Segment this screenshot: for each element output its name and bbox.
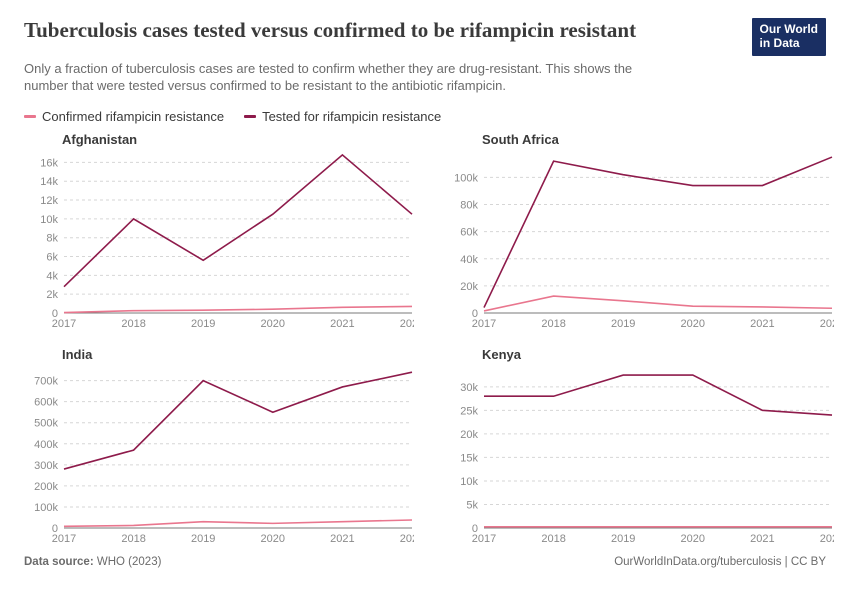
y-tick-label: 25k: [460, 405, 478, 417]
x-tick-label: 2021: [750, 318, 774, 330]
swatch-tested: [244, 115, 256, 118]
y-tick-label: 10k: [460, 476, 478, 488]
x-tick-label: 2018: [541, 318, 565, 330]
swatch-confirmed: [24, 115, 36, 118]
x-tick-label: 2018: [121, 533, 145, 545]
page-title: Tuberculosis cases tested versus confirm…: [24, 18, 636, 43]
x-tick-label: 2022: [820, 318, 834, 330]
chart-title: Afghanistan: [62, 132, 414, 147]
x-tick-label: 2020: [681, 533, 705, 545]
y-tick-label: 60k: [460, 226, 478, 238]
y-tick-label: 2k: [46, 289, 58, 301]
chart-svg: 05k10k15k20k25k30k2017201820192020202120…: [444, 364, 834, 546]
legend-item-confirmed: Confirmed rifampicin resistance: [24, 109, 224, 124]
x-tick-label: 2019: [191, 533, 215, 545]
owid-logo: Our World in Data: [752, 18, 826, 56]
footer-source-label: Data source:: [24, 556, 94, 568]
x-tick-label: 2021: [330, 533, 354, 545]
y-tick-label: 4k: [46, 270, 58, 282]
y-tick-label: 600k: [34, 396, 58, 408]
y-tick-label: 700k: [34, 375, 58, 387]
x-tick-label: 2021: [750, 533, 774, 545]
footer: Data source: WHO (2023) OurWorldInData.o…: [24, 556, 826, 568]
x-tick-label: 2022: [400, 318, 414, 330]
chart-panel-south-africa: South Africa020k40k60k80k100k20172018201…: [444, 132, 834, 331]
y-tick-label: 400k: [34, 438, 58, 450]
footer-attribution: OurWorldInData.org/tuberculosis | CC BY: [614, 556, 826, 568]
footer-source: Data source: WHO (2023): [24, 556, 161, 568]
legend-label-tested: Tested for rifampicin resistance: [262, 109, 441, 124]
series-tested: [64, 155, 412, 287]
series-tested: [64, 372, 412, 469]
y-tick-label: 300k: [34, 460, 58, 472]
chart-panel-india: India0100k200k300k400k500k600k700k201720…: [24, 347, 414, 546]
series-tested: [484, 157, 832, 308]
y-tick-label: 20k: [460, 429, 478, 441]
y-tick-label: 15k: [460, 452, 478, 464]
y-tick-label: 80k: [460, 199, 478, 211]
x-tick-label: 2017: [472, 318, 496, 330]
x-tick-label: 2022: [400, 533, 414, 545]
legend-item-tested: Tested for rifampicin resistance: [244, 109, 441, 124]
page-subtitle: Only a fraction of tuberculosis cases ar…: [24, 60, 664, 95]
logo-line1: Our World: [760, 23, 818, 37]
series-confirmed: [64, 306, 412, 312]
x-tick-label: 2021: [330, 318, 354, 330]
x-tick-label: 2020: [261, 533, 285, 545]
chart-svg: 020k40k60k80k100k20172018201920202021202…: [444, 149, 834, 331]
x-tick-label: 2020: [261, 318, 285, 330]
y-tick-label: 12k: [40, 195, 58, 207]
y-tick-label: 16k: [40, 157, 58, 169]
legend-label-confirmed: Confirmed rifampicin resistance: [42, 109, 224, 124]
y-tick-label: 200k: [34, 481, 58, 493]
x-tick-label: 2017: [472, 533, 496, 545]
x-tick-label: 2020: [681, 318, 705, 330]
chart-title: Kenya: [482, 347, 834, 362]
series-tested: [484, 375, 832, 415]
y-tick-label: 14k: [40, 176, 58, 188]
y-tick-label: 10k: [40, 214, 58, 226]
chart-title: India: [62, 347, 414, 362]
logo-line2: in Data: [760, 37, 818, 51]
x-tick-label: 2018: [541, 533, 565, 545]
chart-grid: Afghanistan02k4k6k8k10k12k14k16k20172018…: [24, 132, 826, 546]
x-tick-label: 2018: [121, 318, 145, 330]
series-confirmed: [484, 296, 832, 311]
y-tick-label: 20k: [460, 281, 478, 293]
y-tick-label: 5k: [466, 499, 478, 511]
x-tick-label: 2019: [611, 318, 635, 330]
chart-panel-afghanistan: Afghanistan02k4k6k8k10k12k14k16k20172018…: [24, 132, 414, 331]
footer-source-value: WHO (2023): [97, 556, 162, 568]
x-tick-label: 2019: [191, 318, 215, 330]
x-tick-label: 2017: [52, 533, 76, 545]
chart-svg: 02k4k6k8k10k12k14k16k2017201820192020202…: [24, 149, 414, 331]
y-tick-label: 100k: [34, 502, 58, 514]
y-tick-label: 100k: [454, 172, 478, 184]
x-tick-label: 2022: [820, 533, 834, 545]
y-tick-label: 500k: [34, 417, 58, 429]
y-tick-label: 6k: [46, 251, 58, 263]
legend: Confirmed rifampicin resistance Tested f…: [24, 109, 826, 124]
x-tick-label: 2019: [611, 533, 635, 545]
chart-title: South Africa: [482, 132, 834, 147]
chart-svg: 0100k200k300k400k500k600k700k20172018201…: [24, 364, 414, 546]
y-tick-label: 40k: [460, 253, 478, 265]
y-tick-label: 30k: [460, 382, 478, 394]
y-tick-label: 8k: [46, 232, 58, 244]
series-confirmed: [64, 520, 412, 526]
x-tick-label: 2017: [52, 318, 76, 330]
chart-panel-kenya: Kenya05k10k15k20k25k30k20172018201920202…: [444, 347, 834, 546]
